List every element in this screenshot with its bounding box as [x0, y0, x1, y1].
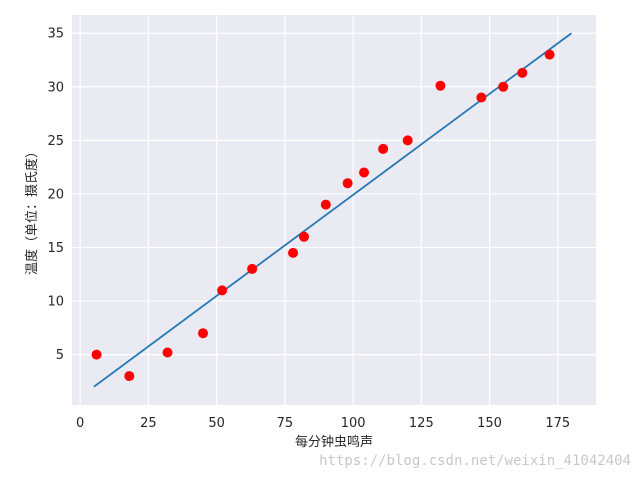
data-point [544, 49, 555, 60]
data-point [320, 199, 331, 210]
data-point [298, 231, 309, 242]
data-point [91, 349, 102, 360]
x-tick-label: 150 [477, 416, 502, 431]
x-tick-label: 0 [76, 416, 84, 431]
y-tick-label: 5 [56, 348, 64, 363]
data-point [124, 371, 135, 382]
x-tick-label: 75 [277, 416, 294, 431]
data-point [476, 92, 487, 103]
data-point [288, 247, 299, 258]
x-tick-label: 50 [208, 416, 225, 431]
data-point [517, 67, 528, 78]
y-tick-labels: 5 10 15 20 25 30 35 [47, 27, 64, 363]
data-point [378, 143, 389, 154]
x-tick-label: 25 [140, 416, 157, 431]
y-tick-label: 30 [47, 80, 64, 95]
series-layer [91, 32, 572, 388]
data-point [162, 347, 173, 358]
data-point [247, 263, 258, 274]
data-point [198, 328, 208, 339]
data-point [498, 81, 509, 92]
x-tick-label: 100 [341, 416, 366, 431]
x-tick-label: 125 [409, 416, 434, 431]
data-point [402, 135, 413, 146]
data-point [217, 285, 228, 296]
data-point [342, 178, 353, 189]
data-point [359, 167, 370, 178]
watermark-text: https://blog.csdn.net/weixin_41042404 [319, 453, 631, 469]
y-tick-label: 10 [47, 295, 64, 310]
x-tick-label: 175 [545, 416, 570, 431]
data-point [435, 80, 446, 91]
x-tick-labels: 0 25 50 75 100 125 150 175 [76, 416, 570, 431]
y-tick-label: 20 [47, 187, 64, 202]
y-axis-label: 温度（单位：摄氏度） [24, 145, 40, 275]
x-axis-label: 每分钟虫鸣声 [295, 434, 373, 450]
y-tick-label: 35 [47, 27, 64, 42]
y-tick-label: 25 [47, 134, 64, 149]
fit-line [93, 32, 572, 388]
grid-lines [72, 15, 596, 405]
y-tick-label: 15 [47, 241, 64, 256]
